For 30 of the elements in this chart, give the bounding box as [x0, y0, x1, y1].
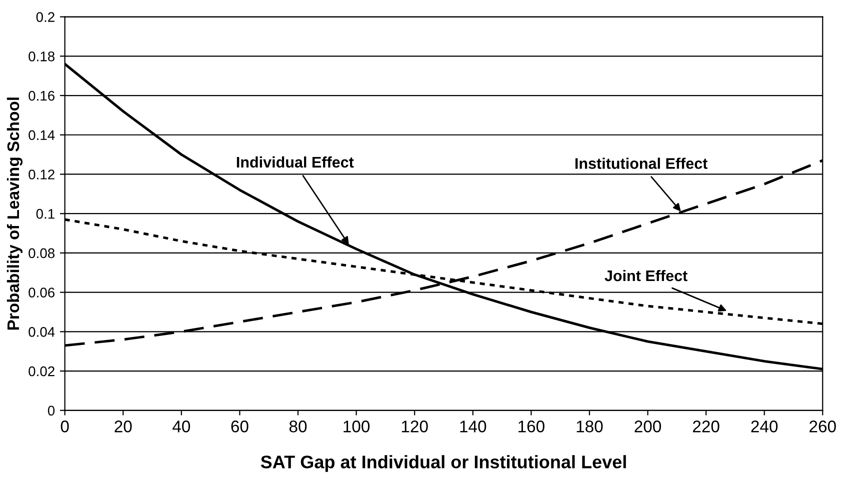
x-tick-label: 20 [114, 420, 132, 432]
y-tick-label: 0.12 [28, 170, 54, 180]
annotation: Institutional Effect [575, 158, 708, 169]
x-tick-label: 160 [518, 420, 544, 432]
annotation: Joint Effect [604, 270, 688, 282]
x-tick-label: 200 [634, 420, 662, 432]
y-tick-label: 0.06 [28, 288, 55, 298]
x-tick-label: 220 [692, 420, 720, 432]
x-tick-label: 60 [231, 420, 248, 432]
y-tick-label: 0.16 [28, 90, 55, 101]
annotation: Individual Effect [236, 156, 354, 168]
x-tick-label: 240 [751, 420, 778, 432]
y-tick-label: 0.14 [28, 130, 55, 140]
x-tick-label: 40 [172, 420, 190, 432]
y-tick-label: 0.1 [36, 208, 54, 219]
x-tick-label: 260 [810, 420, 836, 432]
x-tick-label: 0 [60, 420, 69, 432]
x-tick-label: 80 [289, 420, 307, 432]
x-axis-title: SAT Gap at Individual or Institutional Level [260, 455, 626, 472]
x-tick-label: 140 [460, 420, 486, 432]
y-axis-title: Probability of Leaving School [6, 98, 23, 330]
y-tick-label: 0 [48, 406, 55, 416]
x-tick-label: 180 [576, 420, 603, 432]
y-tick-label: 0.08 [28, 248, 55, 258]
y-tick-label: 0.02 [28, 366, 54, 376]
y-tick-label: 0.18 [28, 51, 55, 62]
y-tick-label: 0.2 [36, 12, 54, 22]
y-tick-label: 0.04 [28, 327, 55, 337]
x-tick-label: 100 [344, 420, 370, 432]
x-tick-label: 120 [402, 420, 428, 432]
